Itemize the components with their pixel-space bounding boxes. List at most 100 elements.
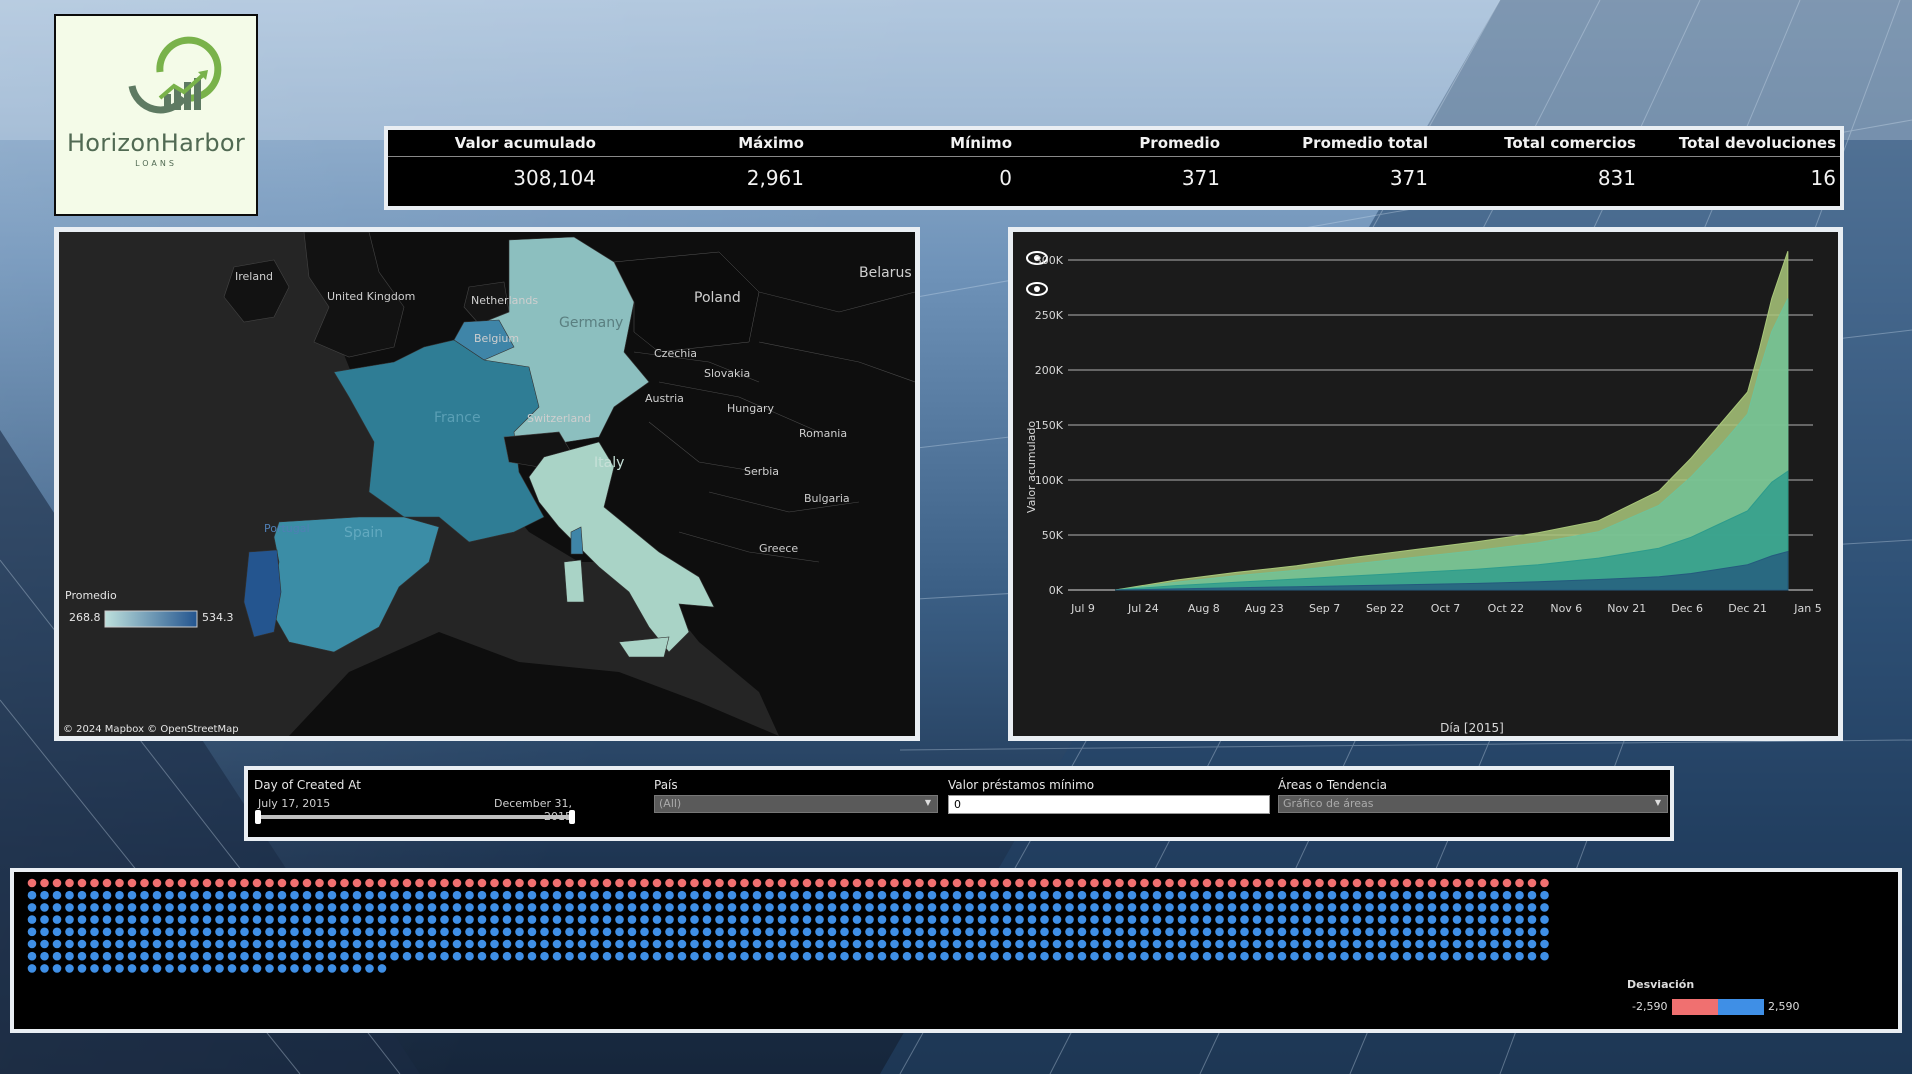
date-range-slider[interactable] (255, 810, 575, 824)
deviation-dot-positive (540, 915, 549, 924)
deviation-dot-positive (1115, 939, 1124, 949)
deviation-dot-positive (815, 927, 824, 937)
deviation-dot-positive (327, 951, 337, 961)
date-slider-end-handle[interactable] (569, 810, 575, 824)
deviation-dot-positive (1077, 951, 1087, 961)
deviation-dot-positive (1477, 927, 1487, 937)
deviation-dot-positive (1315, 951, 1324, 961)
deviation-dot-positive (1065, 951, 1074, 961)
deviation-dot-positive (877, 890, 887, 900)
deviation-dot-positive (777, 890, 787, 900)
map-panel[interactable]: Ireland United Kingdom Netherlands Belgi… (54, 227, 920, 741)
min-loan-input[interactable] (948, 795, 1270, 814)
deviation-dot-positive (940, 939, 949, 949)
deviation-dot-negative (877, 878, 887, 888)
deviation-dot-positive (477, 939, 487, 949)
deviation-dot-positive (752, 890, 762, 900)
deviation-dot-positive (152, 951, 162, 961)
deviation-legend-max: 2,590 (1768, 1000, 1800, 1013)
deviation-dot-positive (352, 903, 362, 912)
view-dropdown[interactable]: Gráfico de áreas ▼ (1278, 795, 1668, 813)
deviation-dot-positive (1415, 890, 1424, 900)
deviation-dot-positive (965, 890, 974, 900)
deviation-dot-positive (1015, 951, 1024, 961)
deviation-dot-positive (752, 951, 762, 961)
deviation-dot-positive (1440, 903, 1449, 912)
deviation-dot-positive (277, 927, 287, 937)
deviation-dot-matrix[interactable] (14, 872, 1898, 1029)
country-dropdown[interactable]: (All) ▼ (654, 795, 938, 813)
deviation-dot-positive (952, 951, 962, 961)
deviation-dot-positive (265, 964, 274, 973)
country-france (333, 339, 545, 543)
deviation-dot-positive (165, 903, 174, 912)
deviation-dot-positive (227, 890, 237, 900)
deviation-dot-positive (1302, 915, 1312, 924)
deviation-dot-positive (1277, 903, 1287, 912)
date-slider-start-handle[interactable] (255, 810, 261, 824)
deviation-dot-positive (990, 903, 999, 912)
deviation-dot-positive (1040, 915, 1049, 924)
deviation-dot-positive (252, 890, 262, 900)
deviation-dot-positive (1140, 915, 1149, 924)
deviation-dot-negative (852, 878, 862, 888)
deviation-dot-positive (677, 939, 687, 949)
deviation-dot-positive (215, 903, 224, 912)
europe-map[interactable]: Ireland United Kingdom Netherlands Belgi… (59, 232, 915, 736)
deviation-dot-positive (340, 951, 349, 961)
deviation-dot-positive (602, 939, 612, 949)
deviation-dot-positive (440, 890, 449, 900)
deviation-dot-positive (677, 890, 687, 900)
deviation-dot-positive (265, 939, 274, 949)
deviation-dot-positive (465, 939, 474, 949)
deviation-dot-negative (327, 878, 337, 888)
kpi-label-total-comercios: Total comercios (1504, 134, 1636, 152)
area-chart[interactable]: 0K 50K 100K 150K 200K 250K 300K Jul 9 Jul 24 Aug… (1013, 232, 1838, 736)
deviation-dot-positive (177, 939, 187, 949)
deviation-dot-positive (477, 951, 487, 961)
deviation-dot-positive (577, 927, 587, 937)
deviation-dot-negative (415, 878, 424, 888)
deviation-dot-positive (1065, 903, 1074, 912)
deviation-dot-positive (590, 927, 599, 937)
deviation-dot-positive (777, 951, 787, 961)
deviation-dot-positive (640, 927, 649, 937)
eye-icon[interactable] (1026, 282, 1048, 296)
filters-panel: Day of Created At July 17, 2015 December… (244, 766, 1674, 841)
deviation-dot-positive (352, 927, 362, 937)
map-legend-title: Promedio (65, 589, 117, 602)
deviation-dot-positive (777, 915, 787, 924)
deviation-dot-negative (527, 878, 537, 888)
deviation-dot-positive (177, 903, 187, 912)
deviation-dot-positive (1115, 890, 1124, 900)
deviation-dot-positive (1390, 915, 1399, 924)
deviation-dot-positive (977, 890, 987, 900)
deviation-dot-positive (902, 903, 912, 912)
deviation-dot-positive (1315, 903, 1324, 912)
deviation-dot-positive (1152, 951, 1162, 961)
country-dropdown-value: (All) (659, 797, 682, 810)
deviation-dot-positive (1415, 951, 1424, 961)
deviation-dot-positive (1340, 939, 1349, 949)
deviation-dot-positive (540, 903, 549, 912)
deviation-dot-positive (477, 890, 487, 900)
deviation-dot-negative (190, 878, 199, 888)
deviation-dot-positive (415, 939, 424, 949)
kpi-value-promedio-total: 371 (1389, 166, 1428, 190)
kpi-label-total-devoluciones: Total devoluciones (1678, 134, 1836, 152)
deviation-dot-positive (727, 890, 737, 900)
deviation-dot-positive (1127, 951, 1137, 961)
deviation-dot-positive (1502, 890, 1512, 900)
deviation-dot-positive (1390, 939, 1399, 949)
area-chart-panel[interactable]: 0K 50K 100K 150K 200K 250K 300K Jul 9 Jul 24 Aug… (1008, 227, 1843, 741)
deviation-dot-positive (565, 951, 574, 961)
deviation-dot-positive (552, 951, 562, 961)
deviation-dot-positive (1452, 927, 1462, 937)
deviation-dot-positive (152, 915, 162, 924)
eye-icon[interactable] (1026, 251, 1048, 265)
deviation-dot-positive (65, 890, 74, 900)
deviation-dot-positive (852, 939, 862, 949)
deviation-dot-positive (677, 903, 687, 912)
deviation-dot-negative (565, 878, 574, 888)
deviation-dot-positive (452, 903, 462, 912)
